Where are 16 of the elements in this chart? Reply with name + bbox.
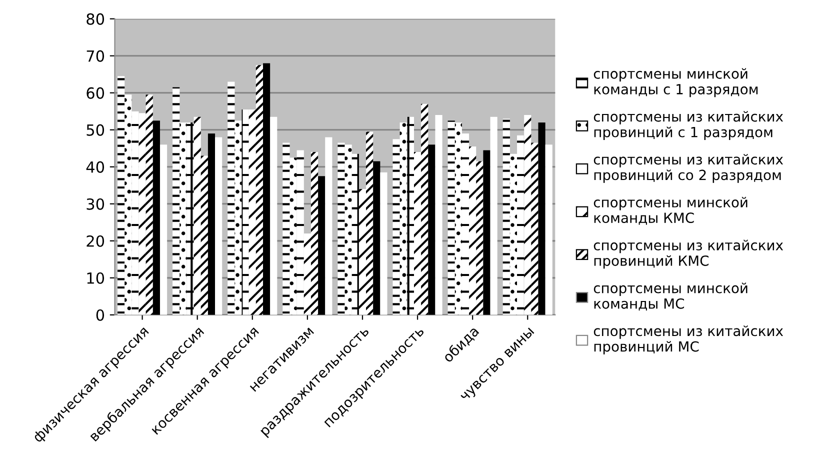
legend-label: спортсмены из китайских провинций КМС xyxy=(594,240,784,269)
y-tick-label: 10 xyxy=(87,272,104,284)
y-tick-label: 0 xyxy=(96,309,104,321)
y-tick-label: 60 xyxy=(86,87,104,99)
y-tick-label: 30 xyxy=(86,198,104,210)
legend-label: спортсмены минской команды КМС xyxy=(594,196,748,225)
legend-label: спортсмены из китайских провинций со 2 разрядом xyxy=(594,154,784,183)
y-tick-label: 50 xyxy=(86,124,104,136)
legend-label: спортсмены минской команды с 1 разрядом xyxy=(594,68,758,98)
y-tick-label: 70 xyxy=(86,50,104,62)
y-tick-label: 80 xyxy=(86,13,104,25)
y-tick-label: 40 xyxy=(86,161,104,173)
legend-label: спортсмены из китайских провинций с 1 разрядом xyxy=(594,111,784,140)
legend-label: спортсмены минской команды МС xyxy=(594,282,748,311)
legend-label: спортсмены из китайских провинций МС xyxy=(594,325,784,354)
y-tick-label: 20 xyxy=(86,235,104,247)
